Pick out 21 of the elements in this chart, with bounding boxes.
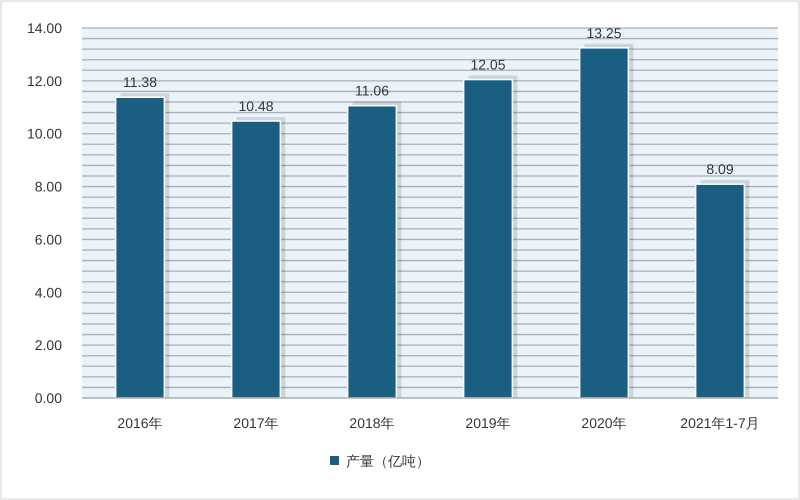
y-tick-label: 8.00	[34, 178, 62, 195]
y-tick-label: 2.00	[34, 337, 62, 354]
data-label: 10.48	[238, 98, 274, 114]
data-label: 11.06	[355, 82, 390, 99]
x-tick-label: 2020年	[581, 415, 627, 431]
y-tick-label: 4.00	[34, 284, 62, 300]
x-tick-label: 2017年	[233, 415, 279, 431]
data-label: 13.25	[586, 24, 622, 41]
x-tick-label: 2021年1-7月	[680, 415, 760, 431]
x-tick-label: 2018年	[349, 415, 395, 431]
y-tick-label: 14.00	[26, 20, 62, 36]
data-label: 12.05	[470, 56, 506, 73]
x-tick-label: 2016年	[117, 415, 163, 431]
y-tick-label: 0.00	[34, 390, 62, 406]
data-label: 11.38	[123, 74, 158, 90]
x-tick-label: 2019年	[465, 415, 511, 431]
y-tick-label: 12.00	[26, 72, 62, 89]
data-label: 8.09	[706, 161, 734, 178]
y-tick-label: 10.00	[26, 126, 62, 142]
legend-label: 产量（亿吨）	[346, 453, 430, 469]
y-tick-label: 6.00	[34, 231, 62, 248]
